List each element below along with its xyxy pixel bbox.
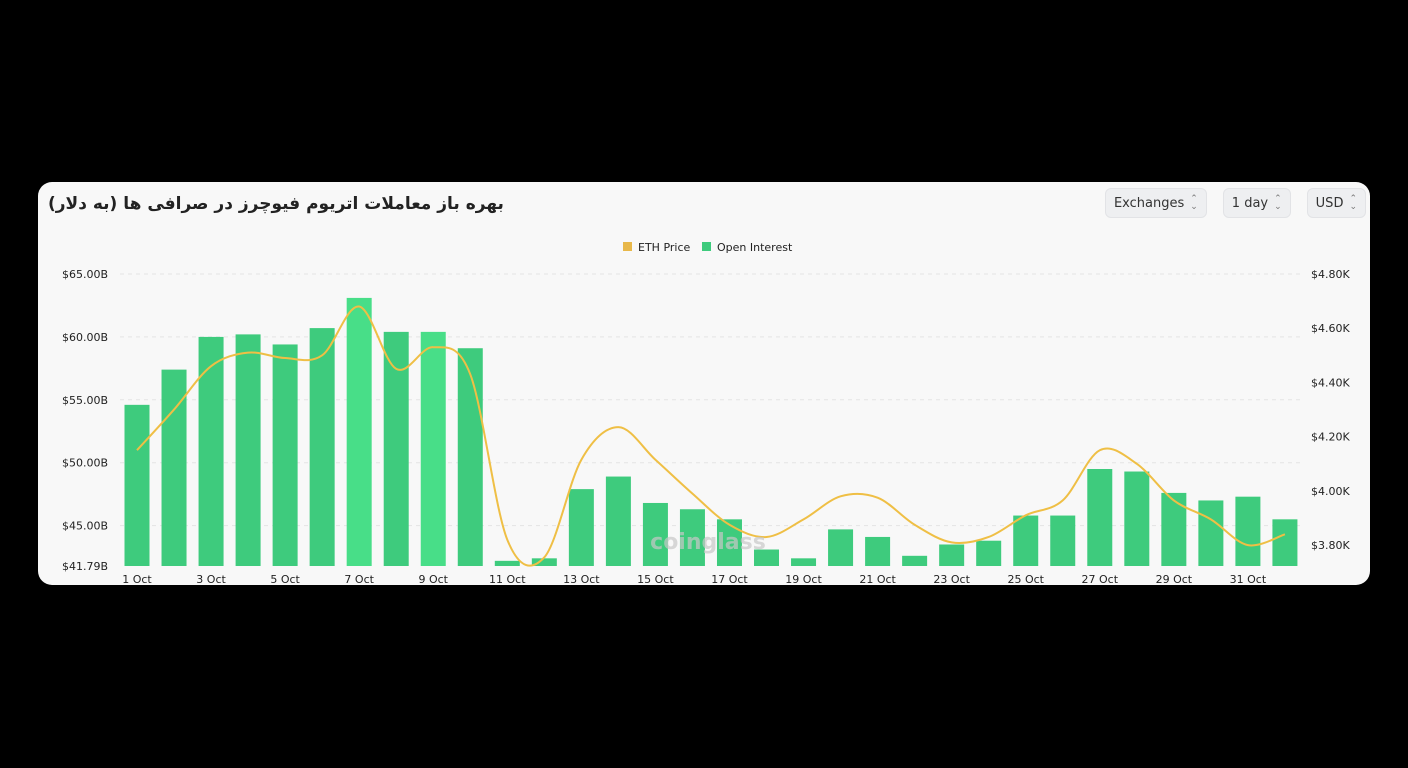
chevron-up-down-icon: ⌃ ⌄ [1349, 194, 1357, 212]
chevron-up-down-icon: ⌃ ⌄ [1190, 194, 1198, 212]
legend-swatch-eth-price [623, 242, 632, 251]
currency-label: USD [1315, 195, 1344, 211]
bar-open-interest [272, 344, 298, 566]
exchanges-label: Exchanges [1113, 195, 1185, 211]
right-axis-tick: $4.20K [1311, 431, 1350, 444]
x-axis-tick: 23 Oct [933, 573, 970, 585]
right-axis-tick: $4.80K [1311, 268, 1350, 281]
bar-open-interest [161, 369, 187, 566]
chart-title: بهره باز معاملات اتریوم فیوچرز در صرافی … [48, 194, 504, 214]
left-axis-tick: $45.00B [62, 520, 108, 533]
watermark-coinglass: coinglass [650, 530, 766, 555]
bar-open-interest [1198, 500, 1224, 566]
bar-open-interest [383, 331, 409, 566]
legend-eth-price[interactable]: ETH Price [638, 241, 691, 254]
legend: ETH Price Open Interest [623, 241, 793, 254]
legend-swatch-open-interest [702, 242, 711, 251]
left-axis-tick: $60.00B [62, 331, 108, 344]
bar-open-interest [420, 331, 446, 566]
right-axis-tick: $4.40K [1311, 376, 1350, 389]
x-axis-tick: 13 Oct [563, 573, 600, 585]
exchanges-select[interactable]: Exchanges ⌃ ⌄ [1104, 188, 1207, 218]
x-axis-tick: 29 Oct [1156, 573, 1193, 585]
chart-svg: ETH Price Open Interest $65.00B $60.00B $5… [62, 241, 1351, 585]
left-axis-tick: $41.79B [62, 560, 108, 573]
chart-controls: Exchanges ⌃ ⌄ 1 day ⌃ ⌄ USD ⌃ ⌄ [1104, 188, 1366, 218]
bar-open-interest [198, 336, 224, 566]
right-axis-tick: $3.80K [1311, 539, 1350, 552]
right-axis-tick: $4.00K [1311, 485, 1350, 498]
bar-open-interest [828, 529, 854, 566]
bar-open-interest [1124, 471, 1150, 566]
bar-open-interest [235, 334, 261, 566]
interval-select[interactable]: 1 day ⌃ ⌄ [1222, 188, 1291, 218]
x-axis-tick: 25 Oct [1007, 573, 1044, 585]
bar-open-interest [679, 509, 705, 566]
bar-open-interest [568, 489, 594, 566]
bar-open-interest [124, 404, 150, 566]
currency-select[interactable]: USD ⌃ ⌄ [1306, 188, 1366, 218]
x-axis-tick: 31 Oct [1230, 573, 1267, 585]
x-axis-tick: 11 Oct [489, 573, 526, 585]
bar-open-interest [1013, 515, 1039, 566]
left-axis-tick: $50.00B [62, 457, 108, 470]
bar-open-interest [1235, 496, 1261, 566]
bar-open-interest [494, 560, 520, 566]
legend-open-interest[interactable]: Open Interest [717, 241, 793, 254]
bar-open-interest [1087, 469, 1113, 566]
bar-open-interest [605, 476, 631, 566]
bar-open-interest [457, 348, 483, 566]
x-axis-tick: 17 Oct [711, 573, 748, 585]
bar-open-interest [309, 328, 335, 566]
chart-card: بهره باز معاملات اتریوم فیوچرز در صرافی … [38, 182, 1370, 585]
bar-open-interest [642, 502, 668, 566]
bar-open-interest [531, 558, 557, 566]
bar-open-interest [1050, 515, 1076, 566]
x-axis-tick: 7 Oct [344, 573, 374, 585]
bar-open-interest [754, 549, 780, 566]
bar-open-interest [865, 536, 891, 566]
bar-open-interest [976, 540, 1002, 566]
bar-open-interest [902, 555, 928, 566]
x-axis-tick: 9 Oct [418, 573, 448, 585]
bar-open-interest [1272, 519, 1298, 566]
chevron-up-down-icon: ⌃ ⌄ [1274, 194, 1282, 212]
left-axis-tick: $55.00B [62, 394, 108, 407]
interval-label: 1 day [1231, 195, 1269, 211]
x-axis-tick: 15 Oct [637, 573, 674, 585]
x-axis-tick: 27 Oct [1082, 573, 1119, 585]
right-axis-tick: $4.60K [1311, 322, 1350, 335]
line-eth-price [136, 305, 1286, 567]
bar-open-interest [939, 544, 965, 566]
left-axis-tick: $65.00B [62, 268, 108, 281]
x-axis-tick: 3 Oct [196, 573, 226, 585]
x-axis-tick: 5 Oct [270, 573, 300, 585]
bar-open-interest [346, 297, 372, 566]
x-axis-tick: 21 Oct [859, 573, 896, 585]
x-axis-tick: 1 Oct [122, 573, 152, 585]
x-axis-tick: 19 Oct [785, 573, 822, 585]
bar-open-interest [716, 519, 742, 566]
bar-open-interest [1161, 492, 1187, 566]
bar-open-interest [791, 558, 817, 566]
